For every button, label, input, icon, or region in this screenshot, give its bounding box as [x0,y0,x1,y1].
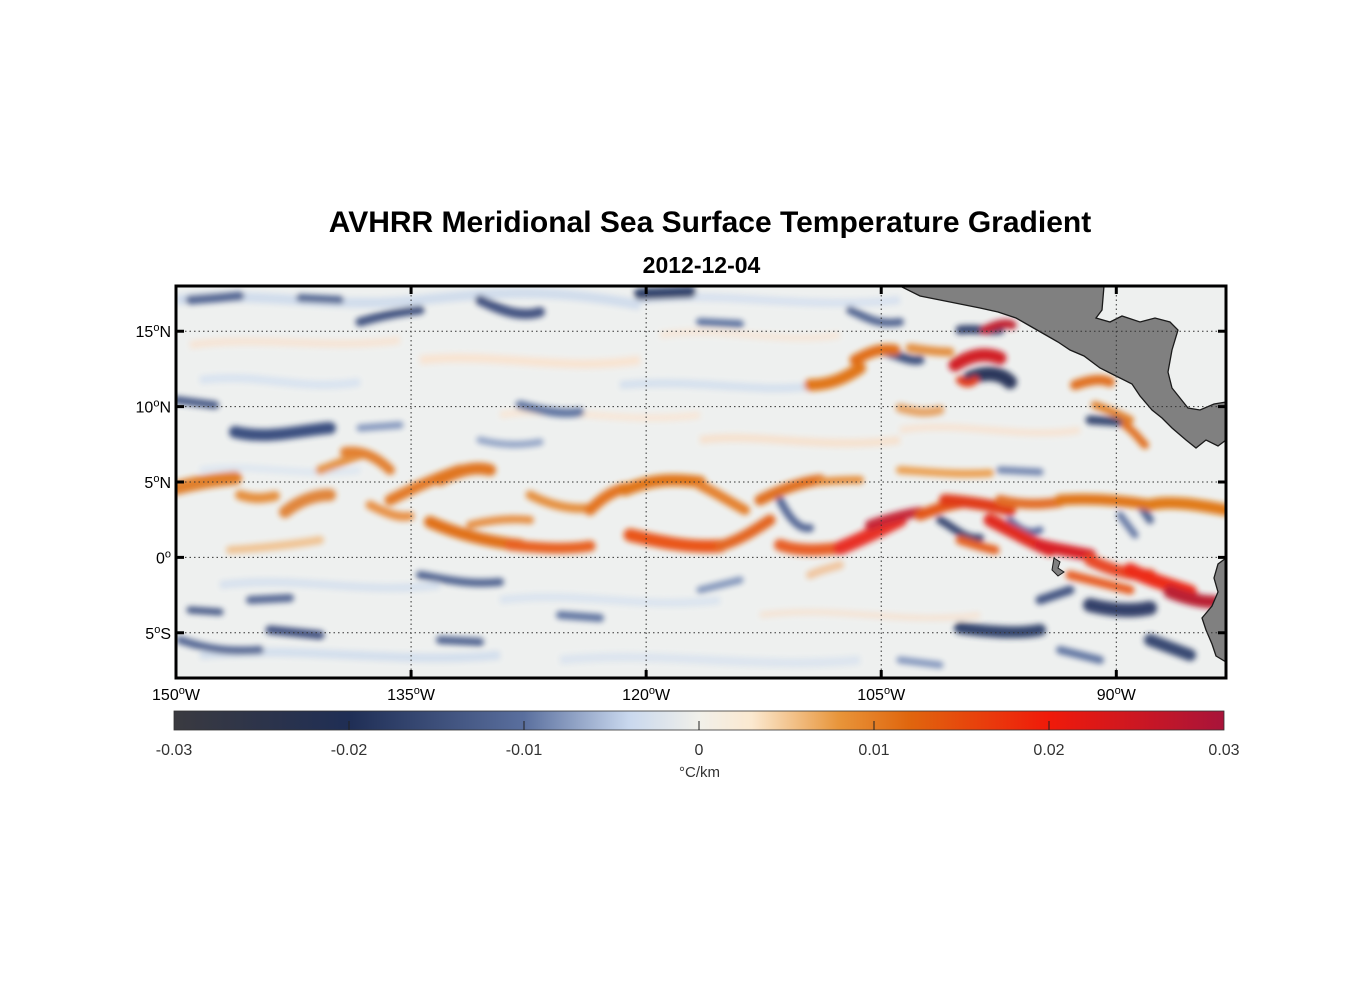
colorbar-tick-label: 0.01 [858,742,889,759]
map-frame [174,284,1228,680]
land-south-america [1201,557,1226,663]
lat-tick-label: 5oN [144,473,171,492]
land-galapagos [1051,557,1065,577]
colorbar-tick-label: -0.01 [506,742,543,759]
longitude-labels: 150oW 135oW 120oW 105oW 90oW [152,685,1137,704]
land-central-america [899,286,1226,449]
colorbar-tick-label: 0.03 [1208,742,1239,759]
lon-tick-label: 135oW [387,685,436,704]
map-area: 150oW 135oW 120oW 105oW 90oW 15oN 10oN 5oN 0o 5o… [136,284,1228,704]
colorbar: -0.03 -0.02 -0.01 0 0.01 0.02 0.03 [156,710,1240,759]
colorbar-ticks: -0.03 -0.02 -0.01 0 0.01 0.02 0.03 [156,721,1240,759]
colorbar-tick-label: 0 [695,742,704,759]
lat-tick-label: 15oN [136,322,171,341]
latitude-labels: 15oN 10oN 5oN 0o 5oS [136,322,171,643]
chart-title: AVHRR Meridional Sea Surface Temperature… [328,206,1092,239]
lon-tick-label: 90oW [1097,685,1137,704]
lat-tick-label: 5oS [145,624,171,643]
chart-subtitle: 2012-12-04 [642,252,761,278]
lat-tick-label: 10oN [136,398,171,417]
sst-gradient-field [176,286,1226,669]
lon-tick-label: 105oW [857,685,906,704]
land-masses [899,286,1226,663]
colorbar-tick-label: 0.02 [1033,742,1064,759]
colorbar-units-label: °C/km [679,764,720,781]
lon-tick-label: 120oW [622,685,671,704]
lat-tick-label: 0o [156,548,171,567]
colorbar-tick-label: -0.03 [156,742,193,759]
colorbar-tick-label: -0.02 [331,742,368,759]
lon-tick-label: 150oW [152,685,201,704]
